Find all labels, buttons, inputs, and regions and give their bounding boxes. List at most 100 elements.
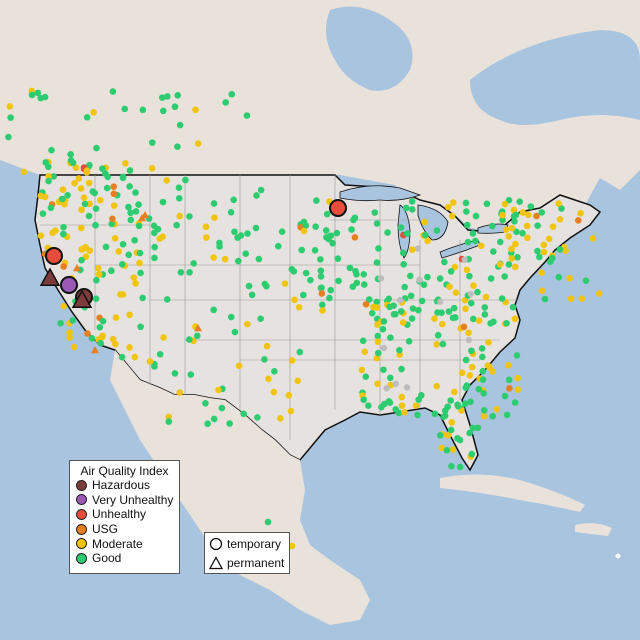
hispaniola-land bbox=[575, 523, 612, 536]
aqi-site-marker bbox=[466, 429, 473, 437]
aqi-site-marker bbox=[335, 277, 342, 285]
aqi-legend: Air Quality Index Hazardous Very Unhealth… bbox=[69, 460, 180, 574]
aqi-site-marker bbox=[253, 192, 260, 199]
aqi-site-marker bbox=[556, 246, 564, 253]
aqi-site-marker bbox=[318, 301, 326, 309]
legend-item-unhealthy: Unhealthy bbox=[70, 507, 179, 522]
aqi-site-marker bbox=[365, 296, 373, 303]
aqi-site-marker bbox=[462, 305, 469, 313]
aqi-site-marker bbox=[156, 350, 164, 358]
aqi-site-marker bbox=[235, 362, 243, 370]
aqi-site-marker bbox=[439, 340, 447, 348]
aqi-site-marker bbox=[257, 315, 264, 322]
aqi-site-marker bbox=[524, 211, 532, 219]
aqi-site-marker bbox=[37, 232, 45, 239]
aqi-site-marker bbox=[186, 269, 193, 276]
aqi-site-marker bbox=[362, 300, 370, 308]
aqi-site-marker bbox=[499, 216, 506, 224]
aqi-site-marker bbox=[288, 357, 296, 364]
aqi-site-marker bbox=[415, 396, 422, 403]
aqi-permanent-marker bbox=[71, 289, 93, 308]
aqi-site-marker bbox=[483, 200, 491, 208]
aqi-site-marker bbox=[20, 168, 28, 176]
aqi-site-marker bbox=[368, 309, 376, 317]
aqi-site-marker bbox=[45, 173, 52, 180]
aqi-site-marker bbox=[499, 211, 506, 219]
aqi-site-marker bbox=[489, 368, 496, 375]
aqi-site-marker bbox=[175, 195, 183, 202]
aqi-site-marker bbox=[227, 209, 235, 216]
aqi-site-marker bbox=[210, 415, 218, 423]
aqi-site-marker bbox=[176, 212, 183, 220]
aqi-site-marker bbox=[469, 230, 477, 237]
aqi-site-marker bbox=[403, 384, 411, 391]
aqi-site-marker bbox=[81, 200, 89, 208]
aqi-site-marker bbox=[460, 323, 468, 331]
aqi-site-marker bbox=[379, 325, 387, 333]
aqi-site-marker bbox=[374, 380, 381, 388]
aqi-site-marker bbox=[433, 341, 441, 348]
aqi-site-marker bbox=[514, 374, 521, 382]
aqi-site-marker bbox=[329, 239, 337, 247]
aqi-site-marker bbox=[84, 330, 91, 337]
aqi-site-marker bbox=[326, 294, 333, 302]
aqi-site-marker bbox=[408, 246, 416, 253]
aqi-site-marker bbox=[176, 121, 184, 129]
aqi-site-marker bbox=[416, 276, 423, 284]
aqi-site-marker bbox=[351, 214, 359, 222]
aqi-site-marker bbox=[582, 277, 590, 284]
aqi-site-marker bbox=[227, 313, 235, 321]
aqi-site-marker bbox=[186, 336, 193, 343]
aqi-site-marker bbox=[115, 248, 123, 255]
legend-swatch bbox=[76, 523, 87, 535]
aqi-site-marker bbox=[318, 284, 325, 292]
aqi-site-marker bbox=[351, 234, 359, 241]
aqi-site-marker bbox=[408, 315, 416, 322]
aqi-site-marker bbox=[485, 339, 492, 346]
aqi-site-marker bbox=[575, 217, 582, 224]
aqi-site-marker bbox=[103, 184, 111, 192]
aqi-site-marker bbox=[505, 376, 513, 384]
aqi-site-marker bbox=[519, 209, 527, 216]
aqi-site-marker bbox=[414, 245, 422, 252]
aqi-site-marker bbox=[261, 280, 269, 288]
aqi-site-marker bbox=[527, 203, 535, 210]
aqi-site-marker bbox=[127, 209, 134, 217]
aqi-site-marker bbox=[501, 273, 508, 280]
aqi-site-marker bbox=[158, 94, 166, 101]
aqi-site-marker bbox=[64, 191, 71, 199]
aqi-site-marker bbox=[467, 290, 474, 298]
aqi-site-marker bbox=[392, 380, 400, 388]
aqi-site-marker bbox=[443, 446, 451, 454]
aqi-site-marker bbox=[327, 286, 335, 294]
aqi-site-marker bbox=[39, 210, 47, 217]
aqi-site-marker bbox=[398, 402, 406, 409]
aqi-site-marker bbox=[512, 211, 520, 219]
aqi-site-marker bbox=[421, 218, 428, 226]
aqi-site-marker bbox=[468, 347, 475, 355]
aqi-site-marker bbox=[514, 254, 521, 261]
aqi-site-marker bbox=[294, 377, 302, 385]
aqi-site-marker bbox=[263, 342, 271, 350]
legend-item-usg: USG bbox=[70, 522, 179, 537]
aqi-site-marker bbox=[448, 462, 455, 470]
aqi-site-marker bbox=[449, 314, 457, 322]
aqi-site-marker bbox=[126, 167, 134, 174]
aqi-site-marker bbox=[126, 311, 133, 319]
aqi-site-marker bbox=[538, 269, 545, 277]
shape-legend-temporary: temporary bbox=[205, 535, 289, 552]
aqi-site-marker bbox=[431, 410, 439, 418]
aqi-site-marker bbox=[226, 420, 233, 427]
aqi-site-marker bbox=[374, 349, 382, 357]
aqi-site-marker bbox=[412, 402, 420, 409]
aqi-site-marker bbox=[109, 88, 117, 95]
aqi-site-marker bbox=[463, 208, 470, 215]
aqi-site-marker bbox=[78, 246, 86, 253]
aqi-site-marker bbox=[567, 295, 575, 302]
aqi-site-marker bbox=[77, 185, 85, 192]
aqi-site-marker bbox=[501, 392, 509, 400]
aqi-site-marker bbox=[407, 292, 415, 300]
aqi-site-marker bbox=[402, 204, 410, 212]
aqi-site-marker bbox=[475, 317, 483, 325]
aqi-site-marker bbox=[171, 370, 179, 377]
